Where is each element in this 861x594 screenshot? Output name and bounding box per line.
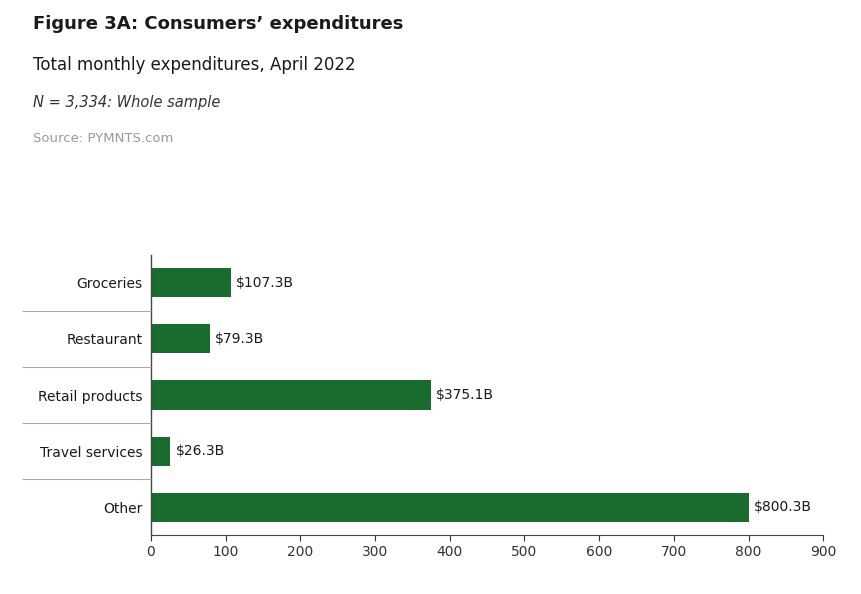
- Bar: [151, 268, 231, 298]
- Text: Figure 3A: Consumers’ expenditures: Figure 3A: Consumers’ expenditures: [33, 15, 403, 33]
- Text: $26.3B: $26.3B: [176, 444, 225, 458]
- Text: $107.3B: $107.3B: [236, 276, 294, 290]
- Text: $375.1B: $375.1B: [436, 388, 493, 402]
- Bar: [151, 437, 170, 466]
- Bar: [151, 492, 748, 522]
- Bar: [151, 380, 430, 410]
- Bar: [151, 324, 210, 353]
- Text: $79.3B: $79.3B: [215, 332, 264, 346]
- Text: N = 3,334: Whole sample: N = 3,334: Whole sample: [33, 95, 220, 110]
- Text: $800.3B: $800.3B: [753, 500, 811, 514]
- Text: Total monthly expenditures, April 2022: Total monthly expenditures, April 2022: [33, 56, 355, 74]
- Text: Source: PYMNTS.com: Source: PYMNTS.com: [33, 132, 173, 145]
